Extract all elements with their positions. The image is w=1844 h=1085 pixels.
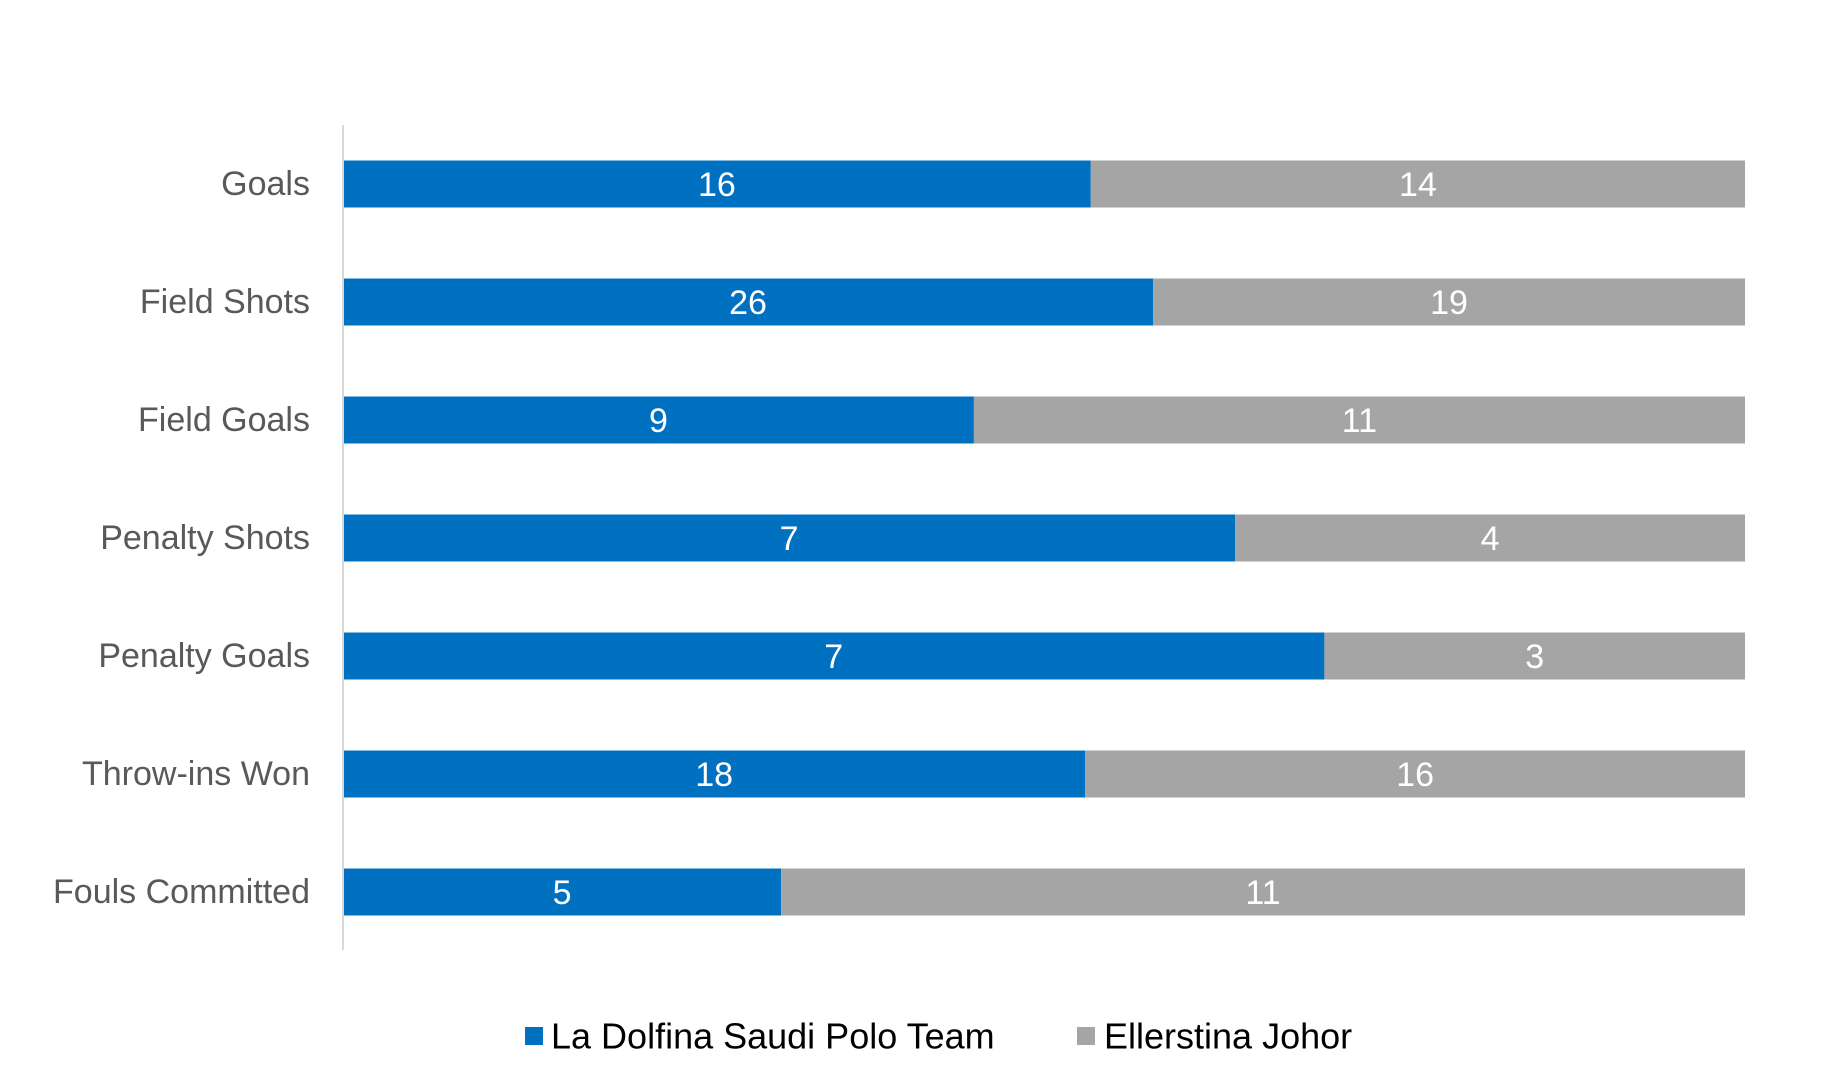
bar-segment [781, 868, 1745, 916]
legend-label: La Dolfina Saudi Polo Team [551, 1016, 995, 1057]
category-label: Throw-ins Won [82, 755, 310, 793]
labels-layer: Goals 16 14 Field Shots 26 19 Field Goals 9 11 Pe… [53, 165, 1544, 912]
data-label: 18 [695, 756, 733, 794]
data-label: 14 [1399, 166, 1437, 204]
data-label: 16 [1396, 756, 1434, 794]
bar-segment [973, 396, 1745, 444]
category-label: Penalty Goals [98, 637, 310, 675]
legend-swatch [525, 1027, 543, 1045]
legend-swatch [1077, 1027, 1095, 1045]
data-label: 7 [824, 638, 843, 676]
bar-segment [1235, 514, 1745, 562]
bar-segment [1090, 160, 1745, 208]
data-label: 26 [729, 284, 767, 322]
legend-label: Ellerstina Johor [1104, 1016, 1352, 1057]
data-label: 19 [1430, 284, 1468, 322]
bar-segment [343, 160, 1091, 208]
bar-segment [1085, 750, 1745, 798]
data-label: 9 [649, 402, 668, 440]
category-label: Goals [221, 165, 310, 203]
data-label: 11 [1245, 874, 1280, 912]
bar-segment [1324, 632, 1745, 680]
category-label: Fouls Committed [53, 873, 310, 911]
bar-segment [1153, 278, 1745, 326]
bar-segment [343, 278, 1154, 326]
data-label: 4 [1481, 520, 1500, 558]
data-label: 11 [1342, 402, 1377, 440]
data-label: 7 [780, 520, 799, 558]
legend: La Dolfina Saudi Polo Team Ellerstina Joh… [525, 1016, 1352, 1057]
data-label: 5 [553, 874, 572, 912]
data-label: 3 [1525, 638, 1544, 676]
data-label: 16 [698, 166, 736, 204]
bar-segment [343, 868, 782, 916]
category-label: Field Shots [140, 283, 310, 321]
bar-segment [343, 514, 1236, 562]
category-label: Penalty Shots [100, 519, 310, 557]
bar-segment [343, 396, 974, 444]
category-label: Field Goals [138, 401, 310, 439]
bars-layer [343, 160, 1745, 916]
bar-segment [343, 750, 1086, 798]
bar-segment [343, 632, 1325, 680]
